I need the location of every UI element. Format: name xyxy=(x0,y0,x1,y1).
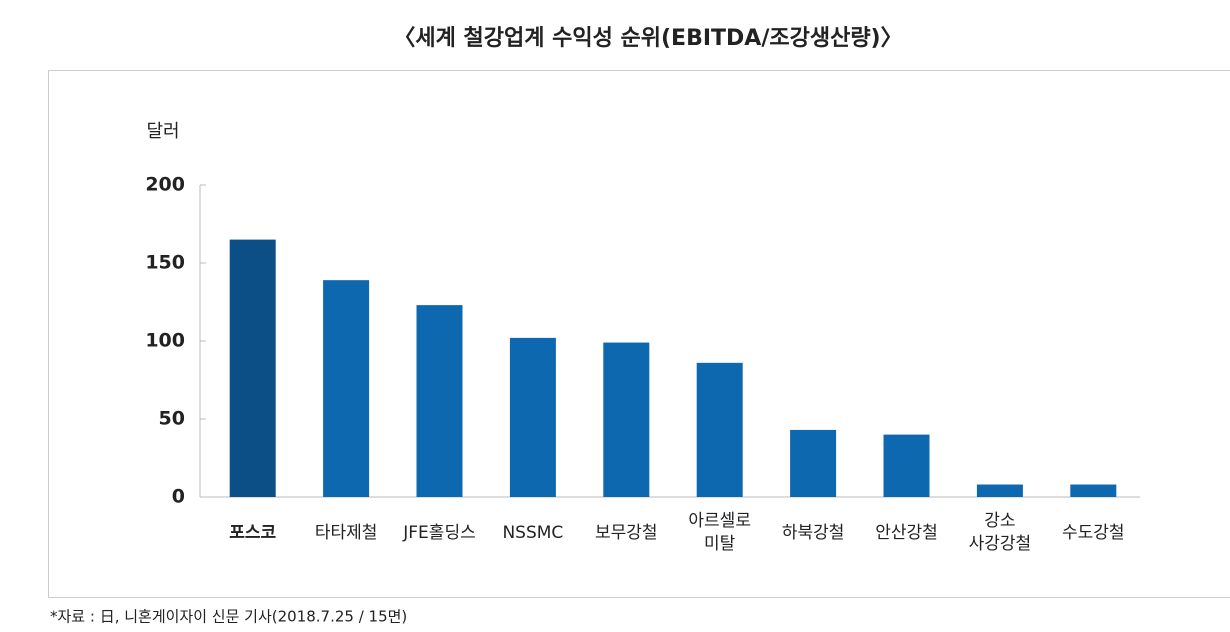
chart-title: 〈세계 철강업계 수익성 순위(EBITDA/조강생산량)〉 xyxy=(393,26,902,51)
bar xyxy=(323,280,370,497)
y-tick-label: 0 xyxy=(172,486,185,508)
bar xyxy=(696,362,743,497)
x-tick-label: 강소 사강강철 xyxy=(968,511,1032,554)
source: *자료 : 日, 니혼게이자이 신문 기사(2018.7.25 / 15면) xyxy=(50,608,407,626)
y-tick-label: 150 xyxy=(145,252,185,274)
bar xyxy=(883,434,930,497)
bar xyxy=(790,429,837,497)
x-tick-label: 보무강철 xyxy=(595,523,658,543)
bar xyxy=(509,337,556,497)
y-axis-label: 달러 xyxy=(146,121,179,142)
x-tick-label: 수도강철 xyxy=(1062,523,1125,543)
y-tick-label: 200 xyxy=(145,174,185,196)
bar xyxy=(229,239,276,497)
x-tick-label: NSSMC xyxy=(502,523,564,543)
x-tick-label: 아르셀로 미탈 xyxy=(688,511,751,554)
bar xyxy=(1070,484,1117,497)
bar xyxy=(416,305,463,497)
x-tick-label: 타타제철 xyxy=(314,523,378,543)
x-tick-label: 포스코 xyxy=(229,523,277,543)
x-tick-label: JFE홀딩스 xyxy=(403,523,476,543)
bar xyxy=(976,484,1023,497)
x-tick-label: 하북강철 xyxy=(781,523,845,543)
bar xyxy=(603,342,650,497)
frame xyxy=(48,70,1230,598)
y-tick-label: 50 xyxy=(159,408,185,430)
y-tick-label: 100 xyxy=(145,330,185,352)
x-tick-label: 안산강철 xyxy=(875,523,938,543)
